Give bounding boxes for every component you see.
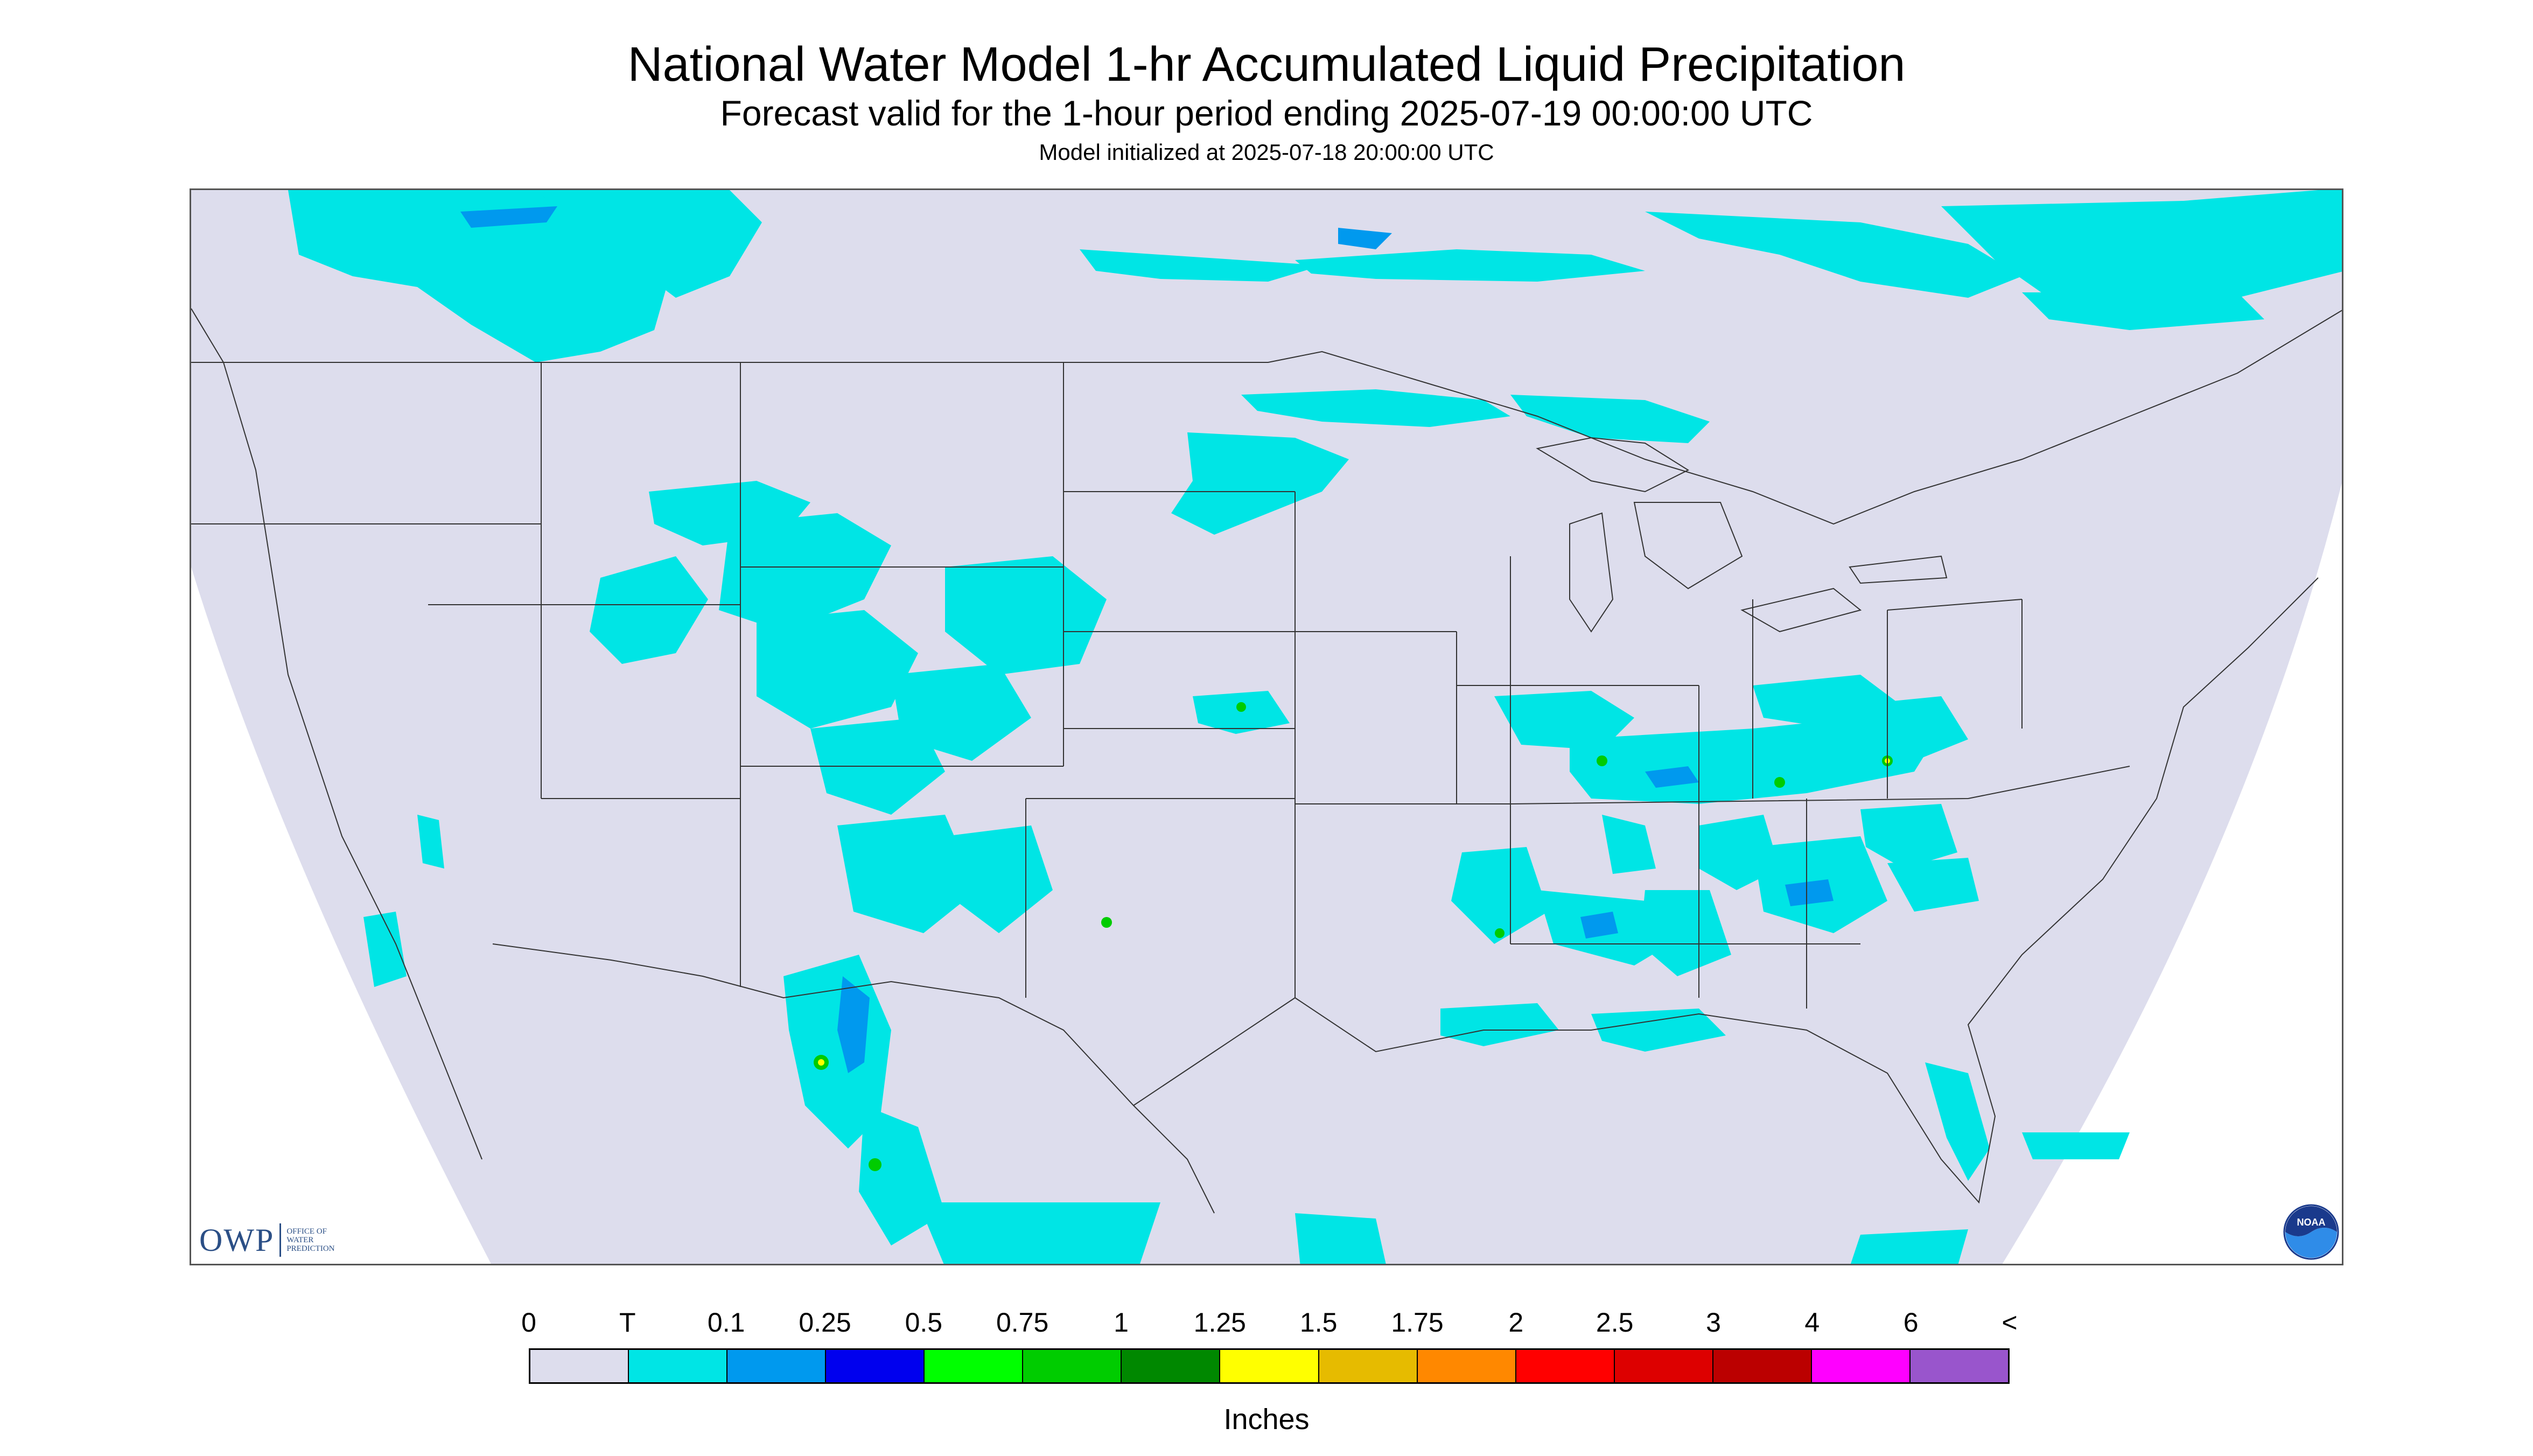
legend-label: < bbox=[2002, 1307, 2018, 1338]
legend-label: 1.75 bbox=[1391, 1307, 1444, 1338]
state-boundaries bbox=[191, 308, 2342, 1214]
noaa-logo: NOAA bbox=[2283, 1204, 2339, 1260]
map-canvas bbox=[191, 190, 2342, 1264]
legend-unit: Inches bbox=[1223, 1403, 1310, 1436]
legend-label: 3 bbox=[1706, 1307, 1721, 1338]
legend-label: 2 bbox=[1508, 1307, 1524, 1338]
legend-label: 0.1 bbox=[707, 1307, 745, 1338]
legend-label: 4 bbox=[1804, 1307, 1820, 1338]
legend-label: 1.25 bbox=[1193, 1307, 1246, 1338]
legend-label: 0.75 bbox=[996, 1307, 1049, 1338]
owp-subtext: OFFICE OF WATER PREDICTION bbox=[286, 1227, 334, 1253]
legend-swatch bbox=[727, 1350, 827, 1382]
legend-label: 0.25 bbox=[799, 1307, 851, 1338]
legend-swatch bbox=[1319, 1350, 1418, 1382]
model-domain bbox=[191, 190, 2342, 1264]
legend-colorbar bbox=[529, 1348, 2010, 1384]
precip-legend: 0 T 0.1 0.25 0.5 0.75 1 1.25 1.5 1.75 2 2.5 3 4 6 < bbox=[521, 1292, 2018, 1427]
map-title: National Water Model 1-hr Accumulated Li… bbox=[627, 38, 1906, 92]
model-initialized-note: Model initialized at 2025-07-18 20:00:00… bbox=[1039, 139, 1494, 165]
legend-label: T bbox=[619, 1307, 636, 1338]
legend-label: 1.5 bbox=[1299, 1307, 1338, 1338]
legend-label: 0.5 bbox=[905, 1307, 943, 1338]
owp-line-3: PREDICTION bbox=[286, 1244, 335, 1253]
legend-label: 0 bbox=[521, 1307, 536, 1338]
legend-swatch bbox=[1516, 1350, 1615, 1382]
owp-letters: OWP bbox=[199, 1222, 275, 1258]
heavy-precip-cores bbox=[460, 206, 1893, 1171]
legend-swatch bbox=[826, 1350, 925, 1382]
legend-swatch bbox=[1811, 1350, 1911, 1382]
legend-label: 1 bbox=[1114, 1307, 1129, 1338]
owp-line-2: WATER bbox=[286, 1236, 314, 1244]
legend-swatch bbox=[629, 1350, 728, 1382]
precipitation-overlay bbox=[288, 190, 2342, 1264]
forecast-valid-subtitle: Forecast valid for the 1-hour period end… bbox=[720, 93, 1813, 133]
legend-swatch bbox=[1910, 1350, 2008, 1382]
legend-swatch bbox=[925, 1350, 1024, 1382]
legend-swatch bbox=[1122, 1350, 1221, 1382]
legend-swatch bbox=[1614, 1350, 1713, 1382]
owp-line-1: OFFICE OF bbox=[286, 1227, 327, 1236]
owp-logo: OWP OFFICE OF WATER PREDICTION bbox=[199, 1221, 335, 1259]
legend-swatch bbox=[1713, 1350, 1812, 1382]
precipitation-map bbox=[190, 188, 2343, 1265]
legend-label: 2.5 bbox=[1596, 1307, 1634, 1338]
legend-swatch bbox=[1417, 1350, 1516, 1382]
legend-label: 6 bbox=[1903, 1307, 1919, 1338]
legend-swatch bbox=[1220, 1350, 1319, 1382]
legend-labels: 0 T 0.1 0.25 0.5 0.75 1 1.25 1.5 1.75 2 2.5 3 4 6 < bbox=[521, 1306, 2018, 1339]
legend-swatch bbox=[530, 1350, 629, 1382]
owp-divider bbox=[279, 1223, 282, 1257]
noaa-logo-text: NOAA bbox=[2297, 1217, 2326, 1228]
legend-swatch bbox=[1023, 1350, 1122, 1382]
